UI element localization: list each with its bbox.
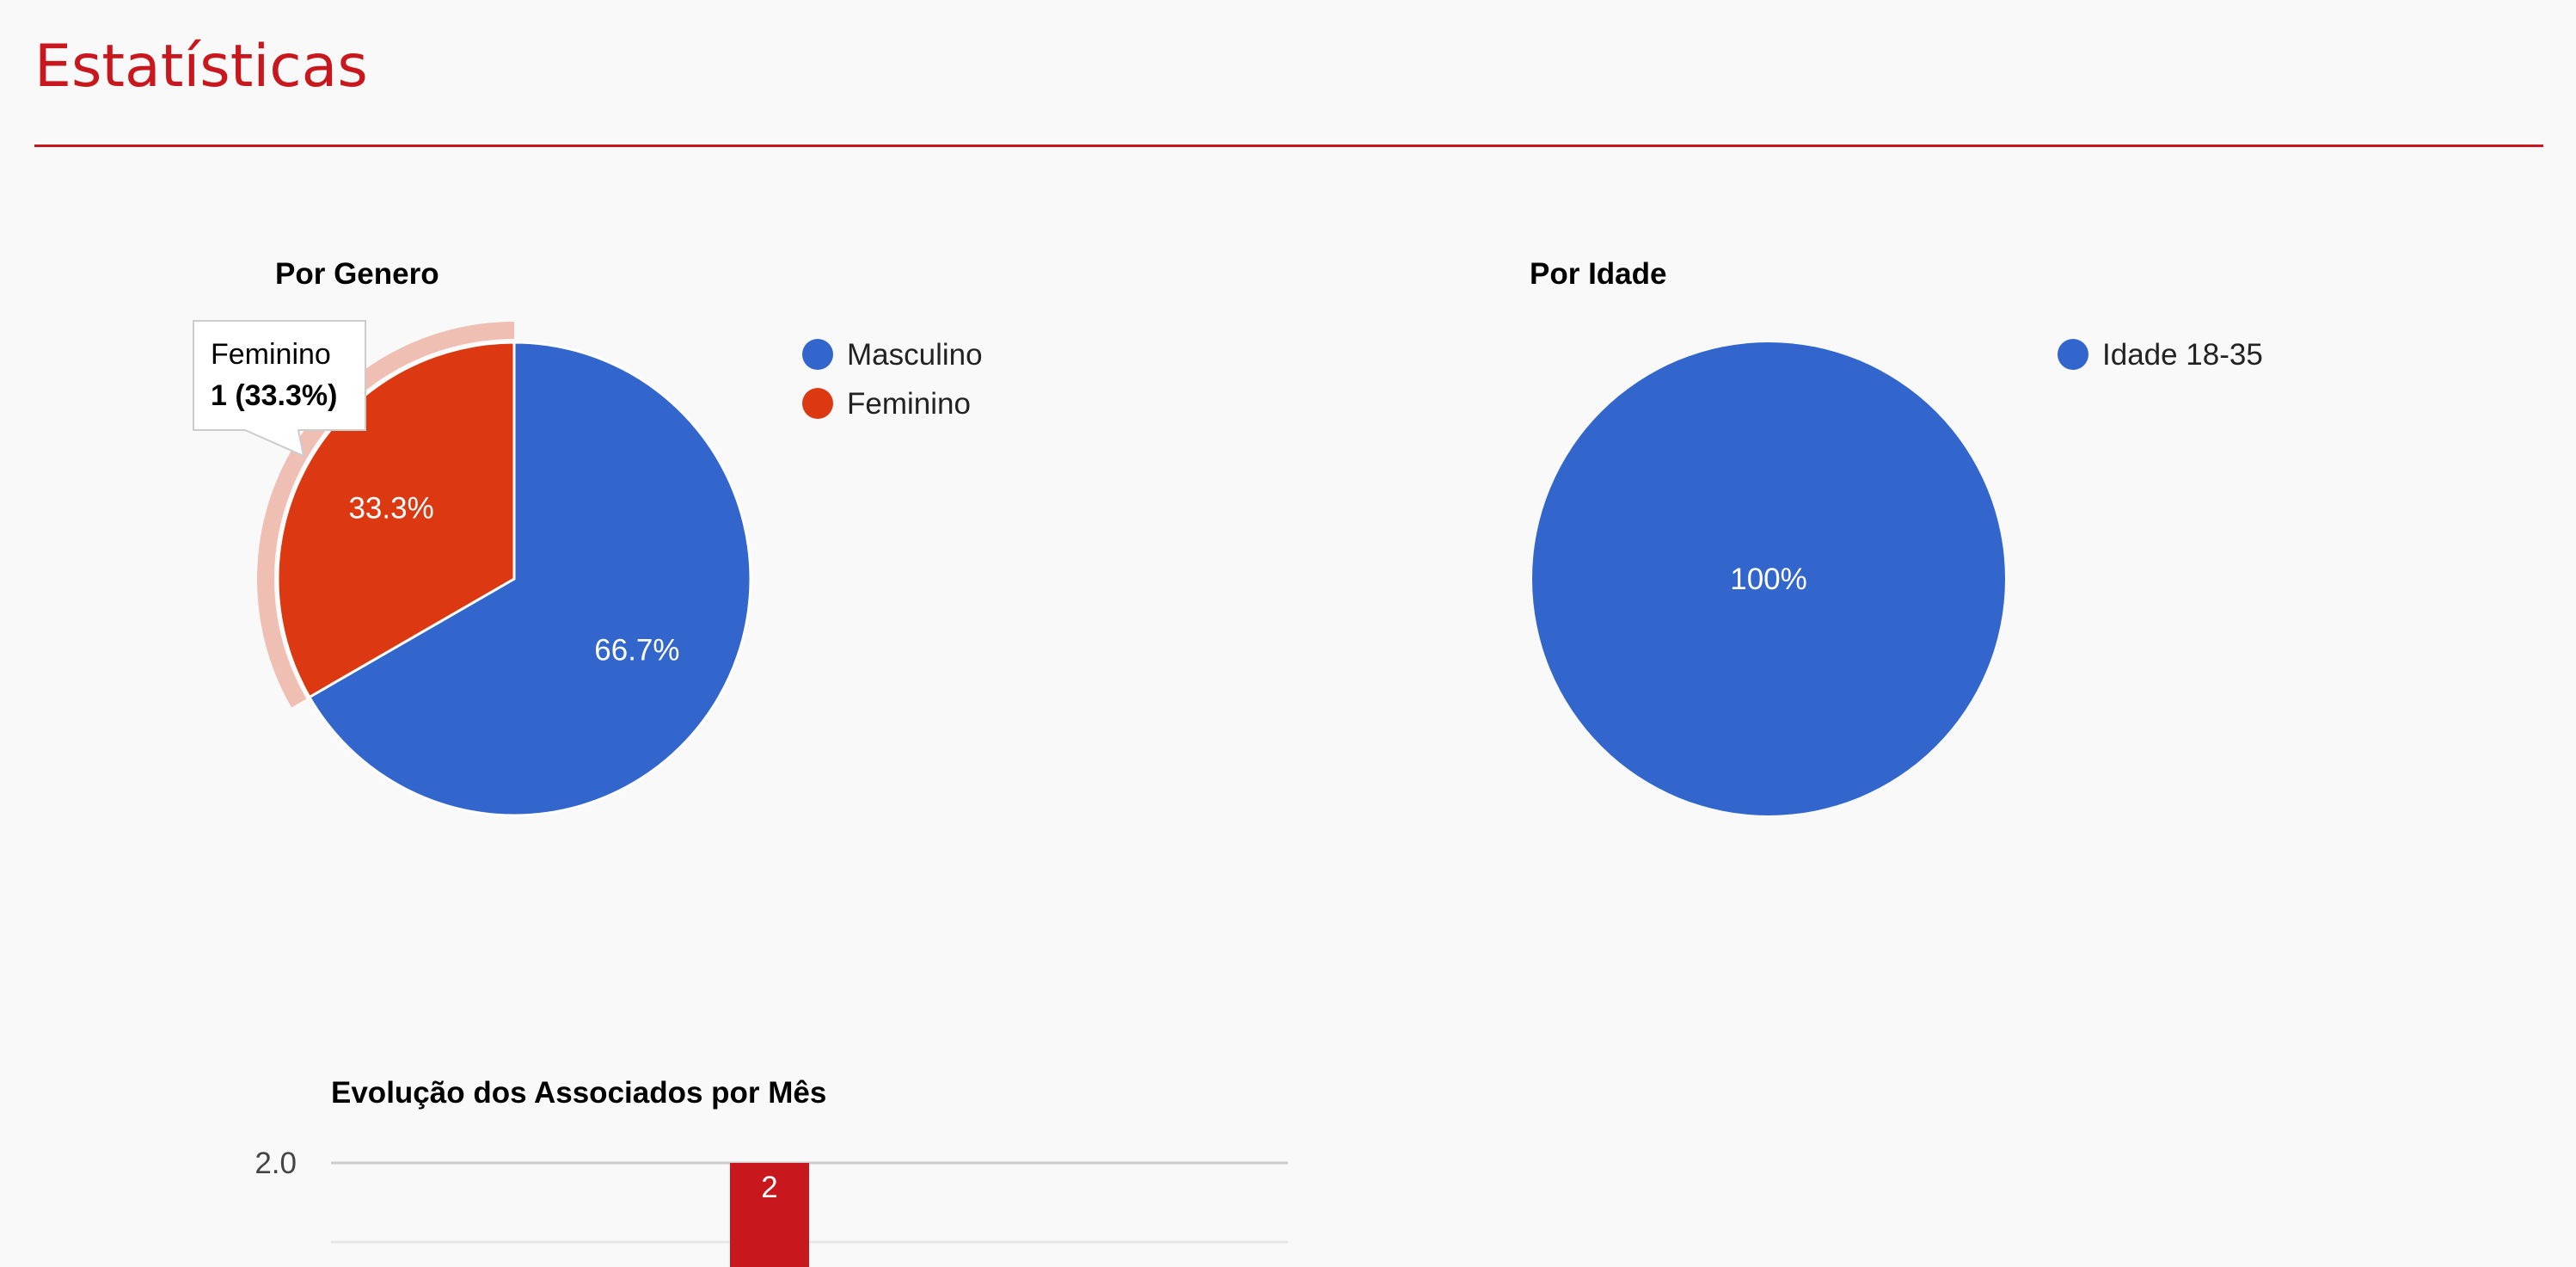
- bar-chart-title: Evolução dos Associados por Mês: [331, 1076, 826, 1110]
- tooltip-value: 1 (33.3%): [211, 379, 337, 412]
- pie-slice-feminino[interactable]: [276, 341, 516, 699]
- tooltip-title: Feminino: [211, 338, 331, 371]
- y-tick-label: 2.0: [255, 1147, 297, 1180]
- legend-marker: [802, 339, 833, 370]
- page-title: Estatísticas: [34, 33, 368, 101]
- slice-percent-label: 66.7%: [594, 634, 679, 667]
- tooltip-box: [193, 320, 366, 458]
- slice-percent-label: 33.3%: [348, 492, 433, 526]
- bar-value-label: 2: [761, 1171, 777, 1204]
- title-divider: [34, 145, 2543, 147]
- chart-title-1: Por Idade: [1530, 257, 1666, 291]
- legend-label-masculino: Masculino: [847, 338, 983, 372]
- bar[interactable]: [730, 1163, 809, 1267]
- gender-pie-chart: Por Genero66.7%Masculino33.3%FemininoFem…: [193, 257, 983, 817]
- pie-tooltip: Feminino 1 (33.3%): [193, 320, 366, 458]
- legend-marker: [802, 388, 833, 419]
- members-evolution-bar-chart: Evolução dos Associados por Mês 2.0 2: [255, 1076, 1288, 1267]
- legend-label-feminino: Feminino: [847, 387, 971, 421]
- age-pie-chart: Por Idade 100% Idade 18-35: [1530, 257, 2263, 815]
- pie-slice-masculino[interactable]: [307, 341, 752, 817]
- chart-title-0: Por Genero: [275, 257, 439, 291]
- legend-marker: [2058, 339, 2088, 370]
- pie-slice-idade-18-35[interactable]: [1532, 342, 2005, 815]
- slice-percent-label: 100%: [1730, 563, 1807, 596]
- legend-label-idade-18-35: Idade 18-35: [2102, 338, 2263, 372]
